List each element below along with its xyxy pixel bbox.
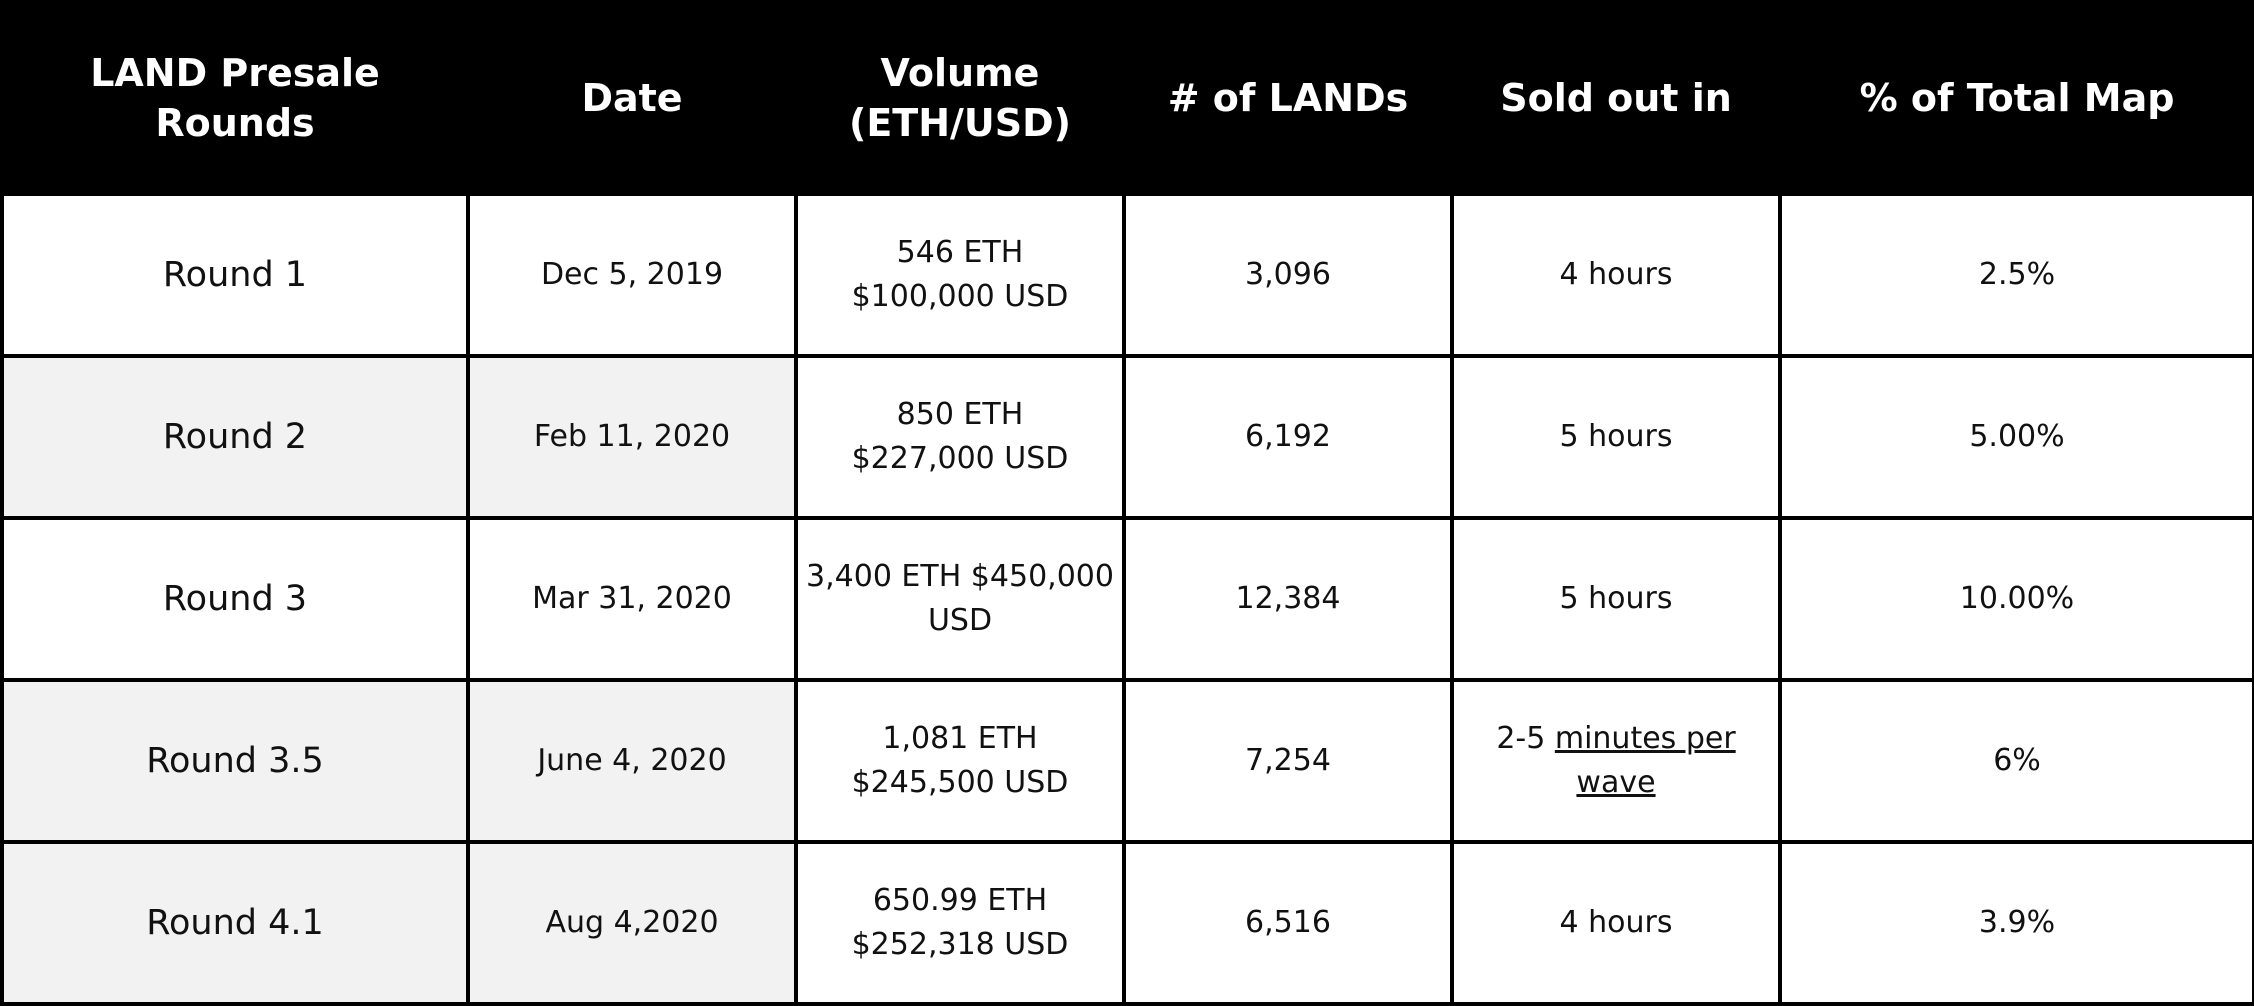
volume-cell: 1,081 ETH $245,500 USD — [794, 678, 1126, 844]
column-header-percent-map: % of Total Map — [1778, 0, 2254, 196]
round-cell: Round 3 — [0, 516, 470, 682]
lands-cell: 6,192 — [1122, 354, 1454, 520]
percent-map-cell: 10.00% — [1778, 516, 2254, 682]
column-header-volume: Volume (ETH/USD) — [794, 0, 1126, 196]
volume-eth: 850 ETH — [896, 397, 1024, 432]
sold-out-text: 2-5 — [1496, 721, 1555, 756]
volume-cell: 546 ETH $100,000 USD — [794, 192, 1126, 358]
lands-cell: 7,254 — [1122, 678, 1454, 844]
percent-map-cell: 6% — [1778, 678, 2254, 844]
round-cell: Round 4.1 — [0, 840, 470, 1006]
volume-usd: $227,000 USD — [851, 441, 1069, 476]
volume-usd: $100,000 USD — [851, 279, 1069, 314]
date-cell: Dec 5, 2019 — [466, 192, 798, 358]
volume-usd: $252,318 USD — [851, 927, 1069, 962]
volume-cell: 650.99 ETH $252,318 USD — [794, 840, 1126, 1006]
column-header-lands: # of LANDs — [1122, 0, 1454, 196]
round-cell: Round 3.5 — [0, 678, 470, 844]
percent-map-cell: 2.5% — [1778, 192, 2254, 358]
column-header-date: Date — [466, 0, 798, 196]
volume-eth: 3,400 ETH $450,000 — [806, 559, 1114, 594]
lands-cell: 3,096 — [1122, 192, 1454, 358]
sold-out-link[interactable]: minutes per wave — [1554, 721, 1736, 800]
volume-cell: 850 ETH $227,000 USD — [794, 354, 1126, 520]
table-row: Round 3.5 June 4, 2020 1,081 ETH $245,500… — [0, 678, 2254, 844]
round-cell: Round 1 — [0, 192, 470, 358]
sold-out-cell: 4 hours — [1450, 192, 1782, 358]
column-header-rounds: LAND Presale Rounds — [0, 0, 470, 196]
sold-out-cell: 4 hours — [1450, 840, 1782, 1006]
lands-cell: 6,516 — [1122, 840, 1454, 1006]
date-cell: Feb 11, 2020 — [466, 354, 798, 520]
round-cell: Round 2 — [0, 354, 470, 520]
percent-map-cell: 3.9% — [1778, 840, 2254, 1006]
column-header-sold-out: Sold out in — [1450, 0, 1782, 196]
sold-out-cell: 2-5 minutes per wave — [1450, 678, 1782, 844]
date-cell: June 4, 2020 — [466, 678, 798, 844]
table-row: Round 3 Mar 31, 2020 3,400 ETH $450,000 U… — [0, 516, 2254, 682]
volume-eth: 650.99 ETH — [872, 883, 1048, 918]
volume-eth: 546 ETH — [896, 235, 1024, 270]
percent-map-cell: 5.00% — [1778, 354, 2254, 520]
sold-out-cell: 5 hours — [1450, 516, 1782, 682]
sold-out-cell: 5 hours — [1450, 354, 1782, 520]
table-row: Round 2 Feb 11, 2020 850 ETH $227,000 USD… — [0, 354, 2254, 520]
lands-cell: 12,384 — [1122, 516, 1454, 682]
volume-cell: 3,400 ETH $450,000 USD — [794, 516, 1126, 682]
table-row: Round 1 Dec 5, 2019 546 ETH $100,000 USD … — [0, 192, 2254, 358]
volume-eth: 1,081 ETH — [882, 721, 1038, 756]
volume-usd: $245,500 USD — [851, 765, 1069, 800]
date-cell: Aug 4,2020 — [466, 840, 798, 1006]
date-cell: Mar 31, 2020 — [466, 516, 798, 682]
table-row: Round 4.1 Aug 4,2020 650.99 ETH $252,318 … — [0, 840, 2254, 1006]
table-header-row: LAND Presale Rounds Date Volume (ETH/USD)… — [0, 0, 2254, 196]
volume-usd: USD — [927, 603, 993, 638]
